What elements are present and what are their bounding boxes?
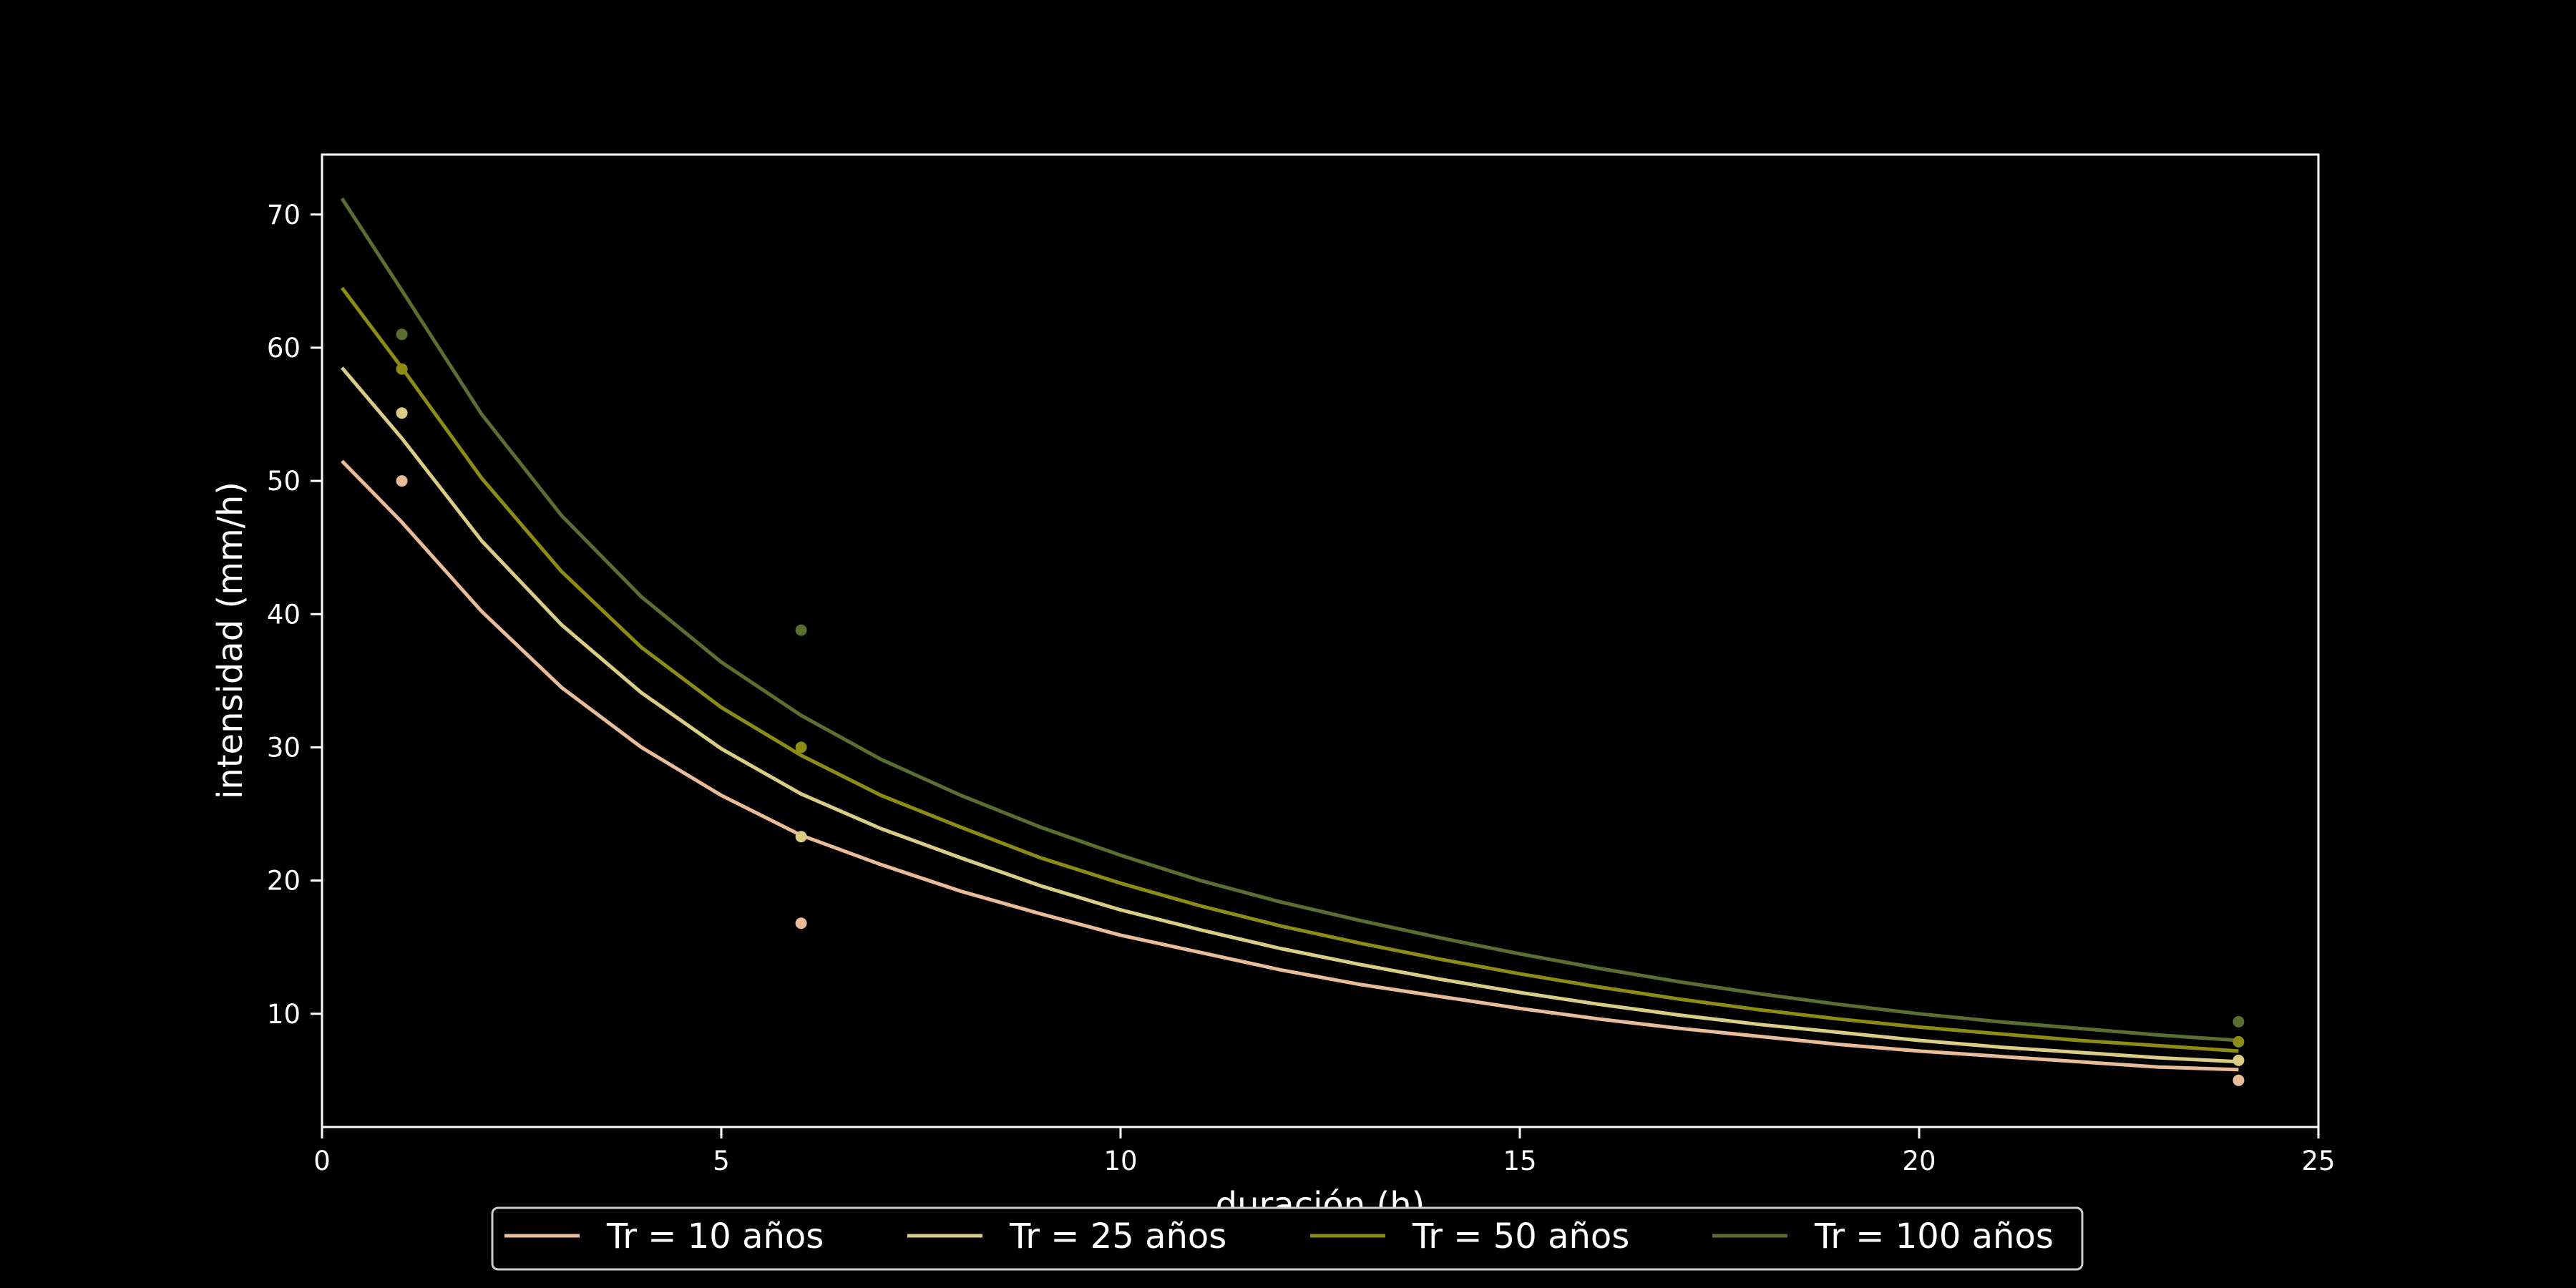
data-point-tr4-1 xyxy=(396,328,408,341)
axes-frame xyxy=(321,153,2320,1128)
series-line-tr4 xyxy=(340,197,2239,1043)
y-tick-label: 10 xyxy=(267,999,301,1030)
x-axis: 0 5 10 15 20 25 xyxy=(313,1127,2336,1176)
data-point-tr3-1 xyxy=(396,363,408,375)
data-point-tr1-3 xyxy=(2233,1074,2245,1086)
data-point-tr3-2 xyxy=(795,741,807,753)
y-tick-label: 20 xyxy=(267,866,301,897)
data-point-tr3-3 xyxy=(2233,1035,2245,1048)
legend-label-tr3: Tr = 50 años xyxy=(1412,1216,1629,1257)
y-tick-label: 70 xyxy=(267,200,301,230)
series-line-tr3 xyxy=(340,286,2239,1053)
legend: Tr = 10 años Tr = 25 años Tr = 50 años Tr =… xyxy=(491,1206,2084,1271)
data-point-tr2-1 xyxy=(396,407,408,419)
data-point-tr2-3 xyxy=(2233,1054,2245,1066)
plot-area xyxy=(340,197,2245,1086)
data-point-tr4-3 xyxy=(2233,1015,2245,1028)
series-line-tr2 xyxy=(340,366,2239,1064)
y-tick-label: 40 xyxy=(267,599,301,630)
x-tick-label: 0 xyxy=(313,1146,331,1176)
x-tick-label: 15 xyxy=(1503,1146,1536,1176)
legend-frame xyxy=(491,1206,2084,1271)
legend-label-tr4: Tr = 100 años xyxy=(1814,1216,2054,1257)
y-tick-label: 50 xyxy=(267,466,301,497)
legend-label-tr1: Tr = 10 años xyxy=(606,1216,824,1257)
x-tick-label: 10 xyxy=(1103,1146,1137,1176)
series-line-tr1 xyxy=(341,459,2239,1072)
y-tick-label: 60 xyxy=(267,333,301,364)
x-tick-label: 25 xyxy=(2301,1146,2335,1176)
y-axis: 10 20 30 40 50 60 70 xyxy=(267,200,322,1030)
data-point-tr1-1 xyxy=(396,475,408,487)
y-axis-title: intensidad (mm/h) xyxy=(210,482,250,799)
legend-label-tr2: Tr = 25 años xyxy=(1009,1216,1226,1257)
x-tick-label: 20 xyxy=(1902,1146,1936,1176)
data-point-tr4-2 xyxy=(795,624,807,636)
data-point-tr2-2 xyxy=(795,831,807,843)
y-tick-label: 30 xyxy=(267,732,301,763)
data-point-tr1-2 xyxy=(795,917,807,930)
x-tick-label: 5 xyxy=(713,1146,730,1176)
